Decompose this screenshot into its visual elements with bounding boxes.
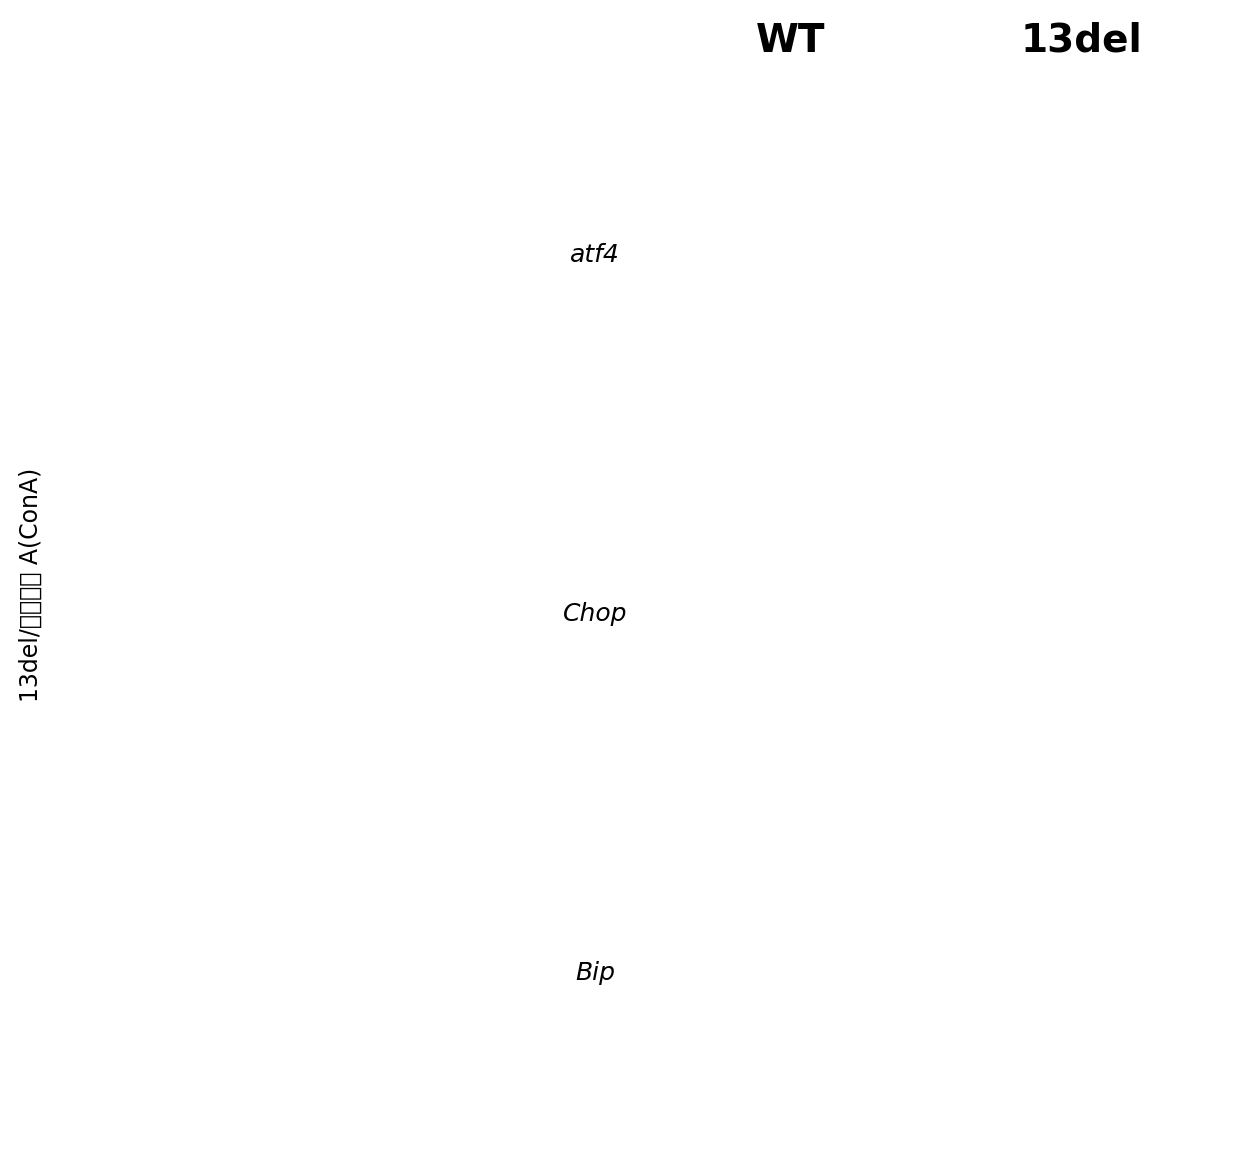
Polygon shape [1047,980,1081,1016]
Polygon shape [340,956,412,1009]
Text: atf4: atf4 [570,243,620,267]
Polygon shape [965,839,1157,947]
Polygon shape [1011,1030,1030,1053]
Polygon shape [1039,1072,1064,1104]
Polygon shape [1056,1097,1071,1116]
Text: }: } [899,599,919,628]
Text: WT: WT [755,22,826,60]
Text: }: } [1190,274,1218,316]
Text: }: } [899,241,919,269]
Text: }: } [1190,201,1218,242]
Polygon shape [998,978,1021,1000]
Polygon shape [257,972,350,1040]
Polygon shape [1060,1023,1095,1067]
Polygon shape [420,373,438,390]
Text: Bip: Bip [575,961,615,985]
Polygon shape [399,332,427,358]
Bar [336,304,511,448]
Polygon shape [336,711,402,763]
Polygon shape [955,1042,999,1083]
Text: 下部肥大区: 下部肥大区 [140,74,215,98]
Text: 13del: 13del [1021,22,1143,60]
Polygon shape [186,945,310,1025]
Polygon shape [1024,991,1045,1020]
Text: 13del/刀豆蛋白 A(ConA): 13del/刀豆蛋白 A(ConA) [19,468,43,702]
Polygon shape [381,357,401,376]
Text: Chop: Chop [563,601,627,626]
Polygon shape [991,1058,1024,1100]
Text: }: } [899,963,914,983]
Polygon shape [1074,997,1109,1030]
Polygon shape [315,789,429,851]
Polygon shape [293,855,413,917]
Polygon shape [1085,1039,1133,1097]
